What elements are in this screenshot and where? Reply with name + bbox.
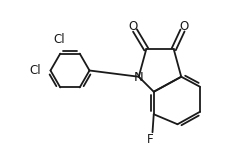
Text: N: N [134, 71, 144, 84]
Text: O: O [179, 20, 188, 33]
Text: O: O [128, 20, 138, 33]
Text: Cl: Cl [53, 33, 65, 46]
Text: Cl: Cl [29, 64, 41, 77]
Text: F: F [147, 133, 153, 146]
